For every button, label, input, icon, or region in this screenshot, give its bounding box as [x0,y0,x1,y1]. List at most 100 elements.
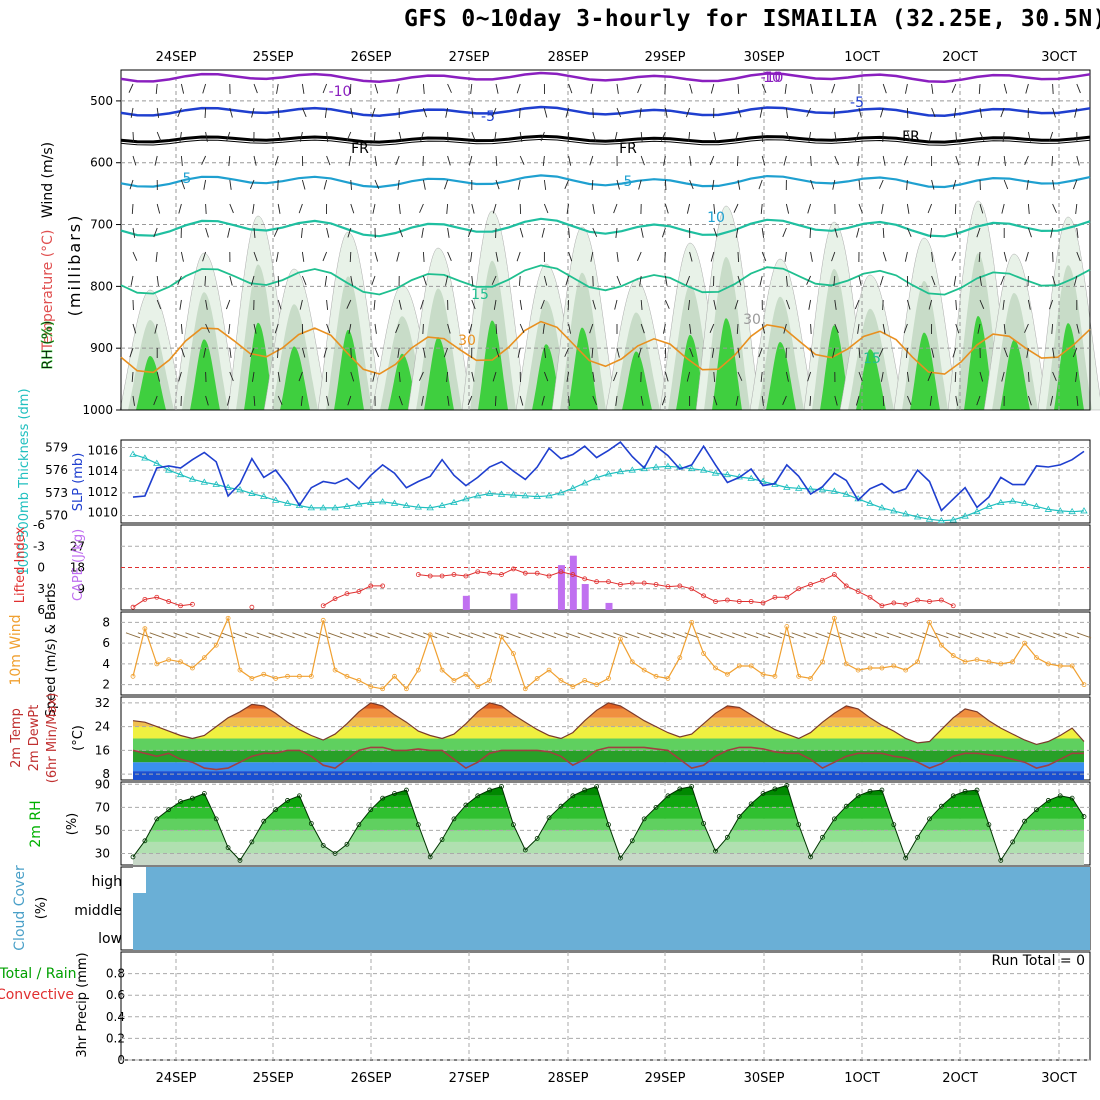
wind10m-barb [815,632,830,639]
wind-barb [395,323,400,334]
lifted-index-line-point [641,580,647,586]
precip-tick-label: 0.8 [106,967,125,981]
rh2m-line-point [511,822,516,828]
wind-barb [664,83,666,95]
contour-freezing-2 [120,138,1091,146]
wind-barb [858,371,863,382]
wind-barb [592,131,597,142]
rh2m-line-point [784,783,790,788]
wind10m-barb [553,632,569,639]
cape-tick-label: 27 [70,539,85,553]
wind-barb [229,275,233,286]
wind-speed-line-point [1045,661,1051,667]
thickness-tick-label: 570 [45,508,68,522]
rh2m-line-point [748,801,754,807]
rh2m-line-point [1057,793,1063,799]
stability-panel: -6 -3 0 3 6 9 18 27 Lifted Index CAPE (J/kg) [13,518,1091,617]
wind10m-barb [482,632,497,639]
wind-barb [132,227,136,238]
wind10m-barb [530,632,545,639]
thickness-tick-label: 579 [45,441,68,455]
wind10m-barb [660,632,676,639]
lifted-index-line-point [249,604,255,610]
wind10m-barb [684,632,699,639]
wind-speed-line-point [1069,663,1075,669]
date-label-bottom: 24SEP [156,1071,197,1086]
wind-barb [326,299,329,310]
lifted-index-line-point [344,591,350,597]
wind-speed-line-point [427,632,433,638]
ylabel-rh2m: 2m RH [28,800,44,847]
wind-barb [180,83,185,94]
wind-barb [1075,203,1078,214]
wind-barb [326,395,330,406]
wind-barbs [128,83,1081,407]
wind10m-barb [922,632,937,639]
wind-barb [1027,299,1031,310]
wind-barb [540,131,545,142]
lifted-index-line-point [522,570,528,576]
lifted-index-line-point [796,586,802,592]
lifted-index-line-point [380,583,386,589]
wind-barb [447,395,450,406]
wind-barb [832,179,836,190]
wind10m-barb [637,632,652,639]
wind-barb [689,347,694,358]
wind-speed-line-point [594,682,600,688]
wind-barb [156,203,161,214]
date-label-top: 24SEP [156,50,197,65]
wind-barb [128,83,134,93]
wind-barb [347,395,352,406]
rh2m-line-point [927,816,932,822]
contour-label: 10 [707,210,725,226]
rh2m-line-point [392,791,397,796]
wind-barb [277,131,282,142]
wind-barb [350,275,354,286]
rh2m-band [133,853,1084,865]
wind10m-barb [316,632,331,639]
rh2m-line-point [974,787,980,793]
wind-barb [300,227,303,238]
wind-barb [178,203,182,214]
wind-barb [689,251,693,262]
wind-barb [977,323,981,334]
thickness-point [1068,507,1076,515]
wind10m-barb [327,632,343,639]
wind-barb [638,179,642,190]
wind-barb [541,395,545,406]
ylabel-slp: SLP (mb) [71,453,86,512]
date-label-bottom: 28SEP [548,1071,589,1086]
wind-barb [177,275,182,286]
rh2m-line-point [986,822,992,828]
wind-barb [785,131,791,142]
wind-speed-line-point [736,663,742,669]
wind-barb [130,275,134,286]
wind-barb [374,155,377,166]
wind-speed-line-point [178,659,183,665]
wind-barb [759,107,763,118]
rh2m-line-point [249,839,255,845]
wind-barb [471,131,476,142]
wind10m-barb [363,632,378,639]
lifted-index-line-point [831,572,837,577]
wind-barb [154,323,158,334]
wind-barb [639,107,642,118]
temp-tick-label: 32 [95,696,110,710]
date-label-bottom: 29SEP [645,1071,686,1086]
wind-barb [640,323,645,334]
wind10m-barb [791,632,806,639]
lifted-index-line-point [546,573,552,579]
wind-barb [661,395,666,406]
wind-barb [761,227,765,238]
lifted-index-line-point [475,569,481,575]
wind-barb [1072,179,1078,190]
wind10m-barb [209,632,224,639]
wind-barb [253,395,256,406]
wind-barb [299,299,303,310]
wind-barb [564,179,570,190]
wind10m-barb [850,632,866,639]
thickness-point [1056,507,1064,514]
wind-barb [854,299,860,310]
wind-barb [180,251,184,262]
contour-label: -10 [761,70,784,86]
